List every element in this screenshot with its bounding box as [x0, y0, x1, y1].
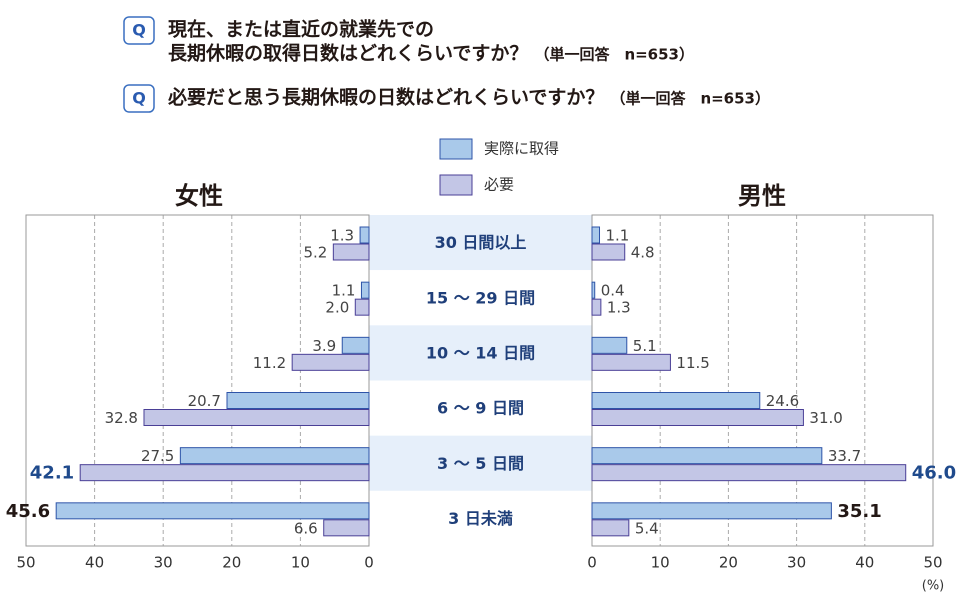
- category-band: [369, 270, 592, 326]
- panel-title: 男性: [738, 182, 786, 210]
- bar: [332, 243, 370, 261]
- q-badge-text: Q: [132, 21, 146, 40]
- value-label: 35.1: [837, 501, 881, 522]
- value-label: 1.1: [606, 227, 630, 245]
- x-unit: (%): [922, 579, 945, 594]
- x-tick-label: 40: [855, 554, 874, 572]
- bar: [55, 502, 370, 520]
- x-tick-label: 30: [787, 554, 806, 572]
- value-label: 11.5: [676, 354, 709, 372]
- bar: [359, 226, 370, 244]
- category-label: 10 ～ 14 日間: [426, 343, 535, 362]
- x-tick-label: 0: [364, 554, 374, 572]
- value-label: 24.6: [766, 392, 799, 410]
- category-label: 30 日間以上: [435, 233, 527, 252]
- value-label: 1.3: [607, 299, 631, 317]
- x-tick-label: 0: [587, 554, 597, 572]
- bar: [291, 353, 370, 371]
- bar: [591, 226, 601, 244]
- bar: [323, 519, 370, 537]
- value-label: 5.2: [303, 244, 327, 262]
- legend-label: 実際に取得: [484, 140, 559, 158]
- value-label: 1.3: [330, 227, 354, 245]
- q-badge-text: Q: [132, 89, 146, 108]
- legend-swatch: [439, 138, 473, 160]
- value-label: 0.4: [601, 282, 625, 300]
- value-label: 2.0: [325, 299, 349, 317]
- q-badge: [123, 16, 155, 45]
- question-note: （単一回答 n=653）: [610, 90, 770, 108]
- x-tick-label: 20: [719, 554, 738, 572]
- bar: [591, 392, 761, 409]
- value-label: 5.4: [635, 519, 659, 537]
- legend-label: 必要: [484, 176, 514, 194]
- value-label: 6.6: [294, 519, 318, 537]
- legend-swatch: [439, 174, 473, 196]
- value-label: 33.7: [828, 447, 861, 465]
- x-tick-label: 50: [16, 554, 35, 572]
- category-label: 3 日未満: [448, 509, 513, 528]
- x-tick-label: 10: [291, 554, 310, 572]
- bar: [79, 464, 370, 482]
- panel-frame: [25, 214, 370, 547]
- x-tick-label: 40: [85, 554, 104, 572]
- bar: [591, 336, 628, 354]
- bar: [591, 353, 671, 371]
- bar: [226, 392, 370, 409]
- category-band: [369, 325, 592, 381]
- bar: [591, 281, 596, 299]
- panel-frame: [591, 214, 934, 547]
- bar: [360, 281, 370, 299]
- question-text: 必要だと思う長期休暇の日数はどれくらいですか？: [167, 86, 604, 109]
- bar: [591, 464, 907, 482]
- value-label: 11.2: [253, 354, 286, 372]
- bar: [591, 519, 630, 537]
- x-tick-label: 20: [222, 554, 241, 572]
- x-tick-label: 50: [923, 554, 942, 572]
- value-label: 3.9: [312, 337, 336, 355]
- question-text: 長期休暇の取得日数はどれくらいですか？: [168, 42, 528, 65]
- bar: [591, 243, 626, 261]
- value-label: 4.8: [631, 244, 655, 262]
- x-tick-label: 30: [154, 554, 173, 572]
- category-band: [369, 435, 592, 491]
- value-label: 32.8: [105, 409, 138, 427]
- category-band: [369, 215, 592, 271]
- panel-title: 女性: [175, 182, 223, 210]
- bar: [143, 409, 370, 426]
- category-label: 15 ～ 29 日間: [426, 288, 535, 307]
- q-badge: [123, 84, 155, 113]
- value-label: 45.6: [6, 501, 50, 522]
- value-label: 27.5: [141, 447, 174, 465]
- bar: [591, 502, 832, 520]
- x-tick-label: 10: [651, 554, 670, 572]
- value-label: 31.0: [809, 409, 842, 427]
- question-text: 現在、または直近の就業先での: [168, 18, 434, 41]
- bar: [179, 447, 370, 465]
- value-label: 46.0: [912, 463, 956, 484]
- category-band: [369, 380, 592, 436]
- bar: [591, 298, 602, 316]
- bar: [354, 298, 370, 316]
- bar: [591, 409, 804, 426]
- value-label: 1.1: [332, 282, 356, 300]
- value-label: 5.1: [633, 337, 657, 355]
- bar: [341, 336, 370, 354]
- category-band: [369, 490, 592, 546]
- bar: [591, 447, 823, 465]
- value-label: 42.1: [30, 463, 74, 484]
- question-note: （単一回答 n=653）: [534, 46, 694, 64]
- value-label: 20.7: [188, 392, 221, 410]
- category-label: 6 ～ 9 日間: [437, 399, 524, 418]
- category-label: 3 ～ 5 日間: [437, 454, 524, 473]
